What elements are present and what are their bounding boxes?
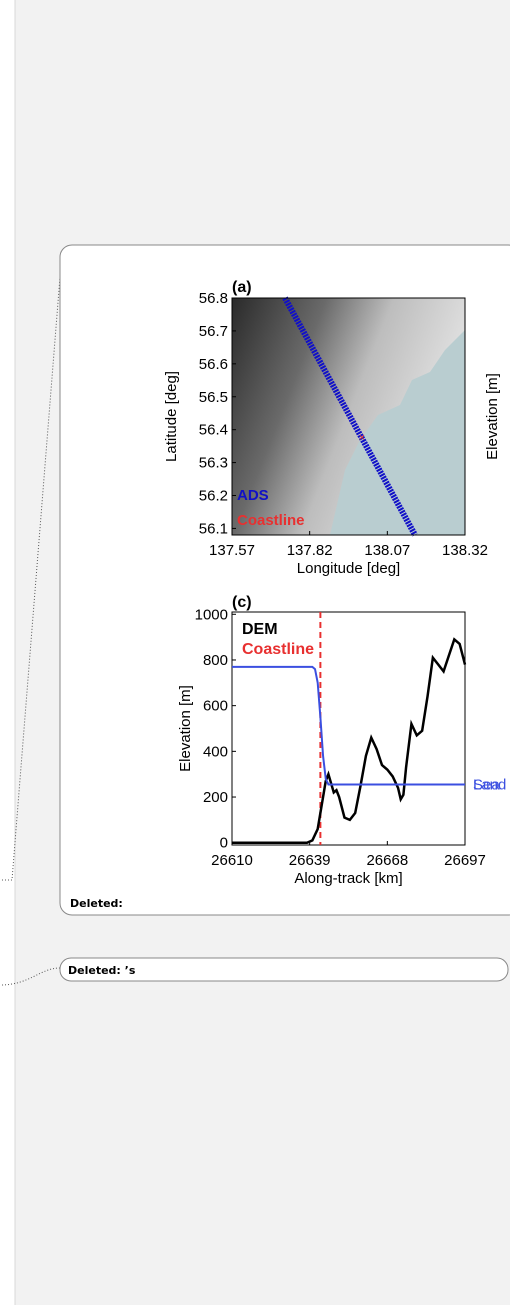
plot-frame — [231, 611, 466, 846]
y-tick-label: 600 — [203, 698, 228, 715]
figure: × (a)56.8 56.7 56.6 56.5 56.4 56.3 56.2 56.1 137… — [163, 279, 506, 887]
y-axis-label: Elevation [m] — [177, 685, 194, 772]
legend-entry: Coastline — [242, 641, 314, 658]
y-tick-label: 1000 — [195, 606, 228, 623]
y-tick-label: 56.1 — [199, 520, 228, 537]
series-label: Land — [473, 776, 506, 793]
panel-title: (a) — [232, 279, 252, 296]
balloon-label: Deleted: ’s — [68, 964, 136, 977]
y-tick-label: 56.6 — [199, 356, 228, 373]
y-tick-label: 800 — [203, 652, 228, 669]
y-tick-label: 400 — [203, 743, 228, 760]
x-tick-label: 138.32 — [442, 542, 488, 559]
legend-entry: DEM — [242, 621, 278, 638]
sea-area — [330, 330, 465, 535]
x-tick-label: 26639 — [289, 852, 331, 869]
y-tick-label: 56.7 — [199, 323, 228, 340]
comment-balloon[interactable] — [59, 957, 509, 982]
map-frame — [231, 297, 466, 536]
legend-entry: ADS — [237, 487, 269, 504]
x-tick-label: 26697 — [444, 852, 486, 869]
y-tick-label: 56.8 — [199, 290, 228, 307]
balloon-label: Deleted: — [70, 897, 123, 910]
x-tick-label: 137.82 — [287, 542, 333, 559]
panel-title: (c) — [232, 594, 252, 611]
y-tick-label: 56.5 — [199, 389, 228, 406]
ads-track — [282, 296, 418, 537]
x-tick-label: 137.57 — [209, 542, 255, 559]
y-tick-label: 56.3 — [199, 455, 228, 472]
x-tick-label: 26668 — [366, 852, 408, 869]
colorbar-label: Elevation [m] — [484, 373, 501, 460]
y-axis-label: Latitude [deg] — [163, 371, 180, 462]
y-tick-label: 56.2 — [199, 488, 228, 505]
legend-entry: Coastline — [237, 512, 305, 529]
x-axis-label: Along-track [km] — [294, 870, 402, 887]
y-tick-label: 56.4 — [199, 422, 228, 439]
x-axis-label: Longitude [deg] — [297, 560, 400, 577]
series-label: Sea — [473, 776, 500, 793]
series-line — [232, 665, 465, 786]
series-line — [232, 637, 467, 844]
x-tick-label: 26610 — [211, 852, 253, 869]
y-tick-label: 200 — [203, 789, 228, 806]
y-tick-label: 0 — [220, 835, 228, 852]
connector — [0, 967, 61, 986]
coastline-crossing: × — [359, 432, 365, 444]
x-tick-label: 138.07 — [364, 542, 410, 559]
